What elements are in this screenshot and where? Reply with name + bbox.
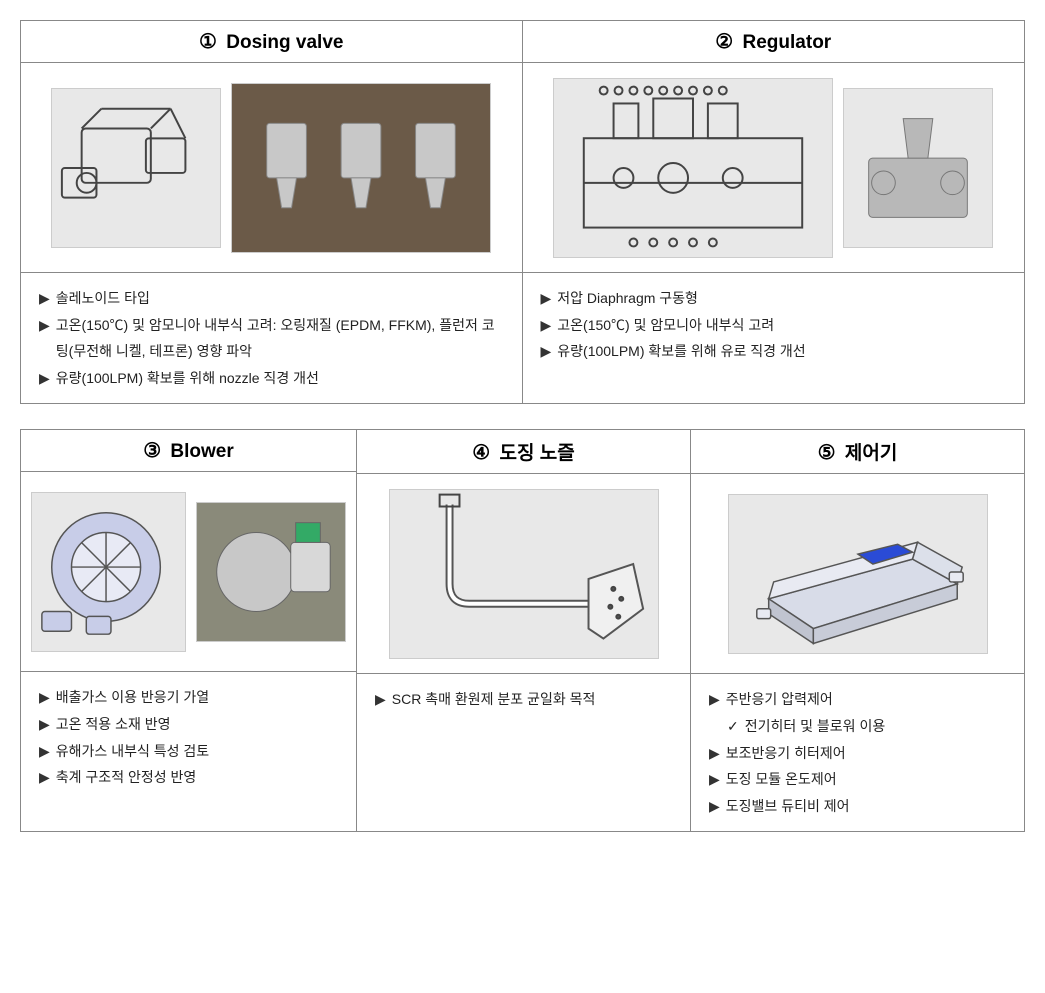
bullet-text: 축계 구조적 안정성 반영 [56,764,196,791]
bullet-text: 유해가스 내부식 특성 검토 [56,738,209,765]
bullet-text: 전기히터 및 블로워 이용 [745,713,885,740]
bullet-2-2: ▶유량(100LPM) 확보를 위해 유로 직경 개선 [541,338,1007,365]
regulator-drawing [553,78,833,258]
bullet-3-1: ▶고온 적용 소재 반영 [39,711,338,738]
bullet-text: 주반응기 압력제어 [726,686,833,713]
bullet-5-1: ✓전기히터 및 블로워 이용 [727,713,1006,740]
bullet-text: 배출가스 이용 반응기 가열 [56,684,209,711]
arrow-icon: ▶ [375,686,386,713]
bullet-text: 보조반응기 히터제어 [726,740,846,767]
arrow-icon: ▶ [541,338,552,365]
bullet-text: 유량(100LPM) 확보를 위해 유로 직경 개선 [557,338,805,365]
arrow-icon: ▶ [39,711,50,738]
blower-photo [196,502,346,642]
regulator-section-icon [554,78,832,258]
bottom-grid: ③ Blower [20,429,1025,832]
bullet-4-0: ▶SCR 촉매 환원제 분포 균일화 목적 [375,686,672,713]
title-bar-4: ④ 도징 노즐 [357,430,690,474]
bullet-1-1: ▶고온(150℃) 및 암모니아 내부식 고려: 오링재질 (EPDM, FFK… [39,312,504,365]
image-row-4 [357,474,690,674]
bullet-3-3: ▶축계 구조적 안정성 반영 [39,764,338,791]
bullet-2-0: ▶저압 Diaphragm 구동형 [541,285,1007,312]
bullet-2-1: ▶고온(150℃) 및 암모니아 내부식 고려 [541,312,1007,339]
bullet-text: 도징밸브 듀티비 제어 [726,793,850,820]
arrow-icon: ▶ [709,793,720,820]
check-icon: ✓ [727,713,739,740]
bullet-3-2: ▶유해가스 내부식 특성 검토 [39,738,338,765]
blower-photo-icon [197,502,345,642]
regulator-photo [843,88,993,248]
arrow-icon: ▶ [39,684,50,711]
bullet-text: 솔레노이드 타입 [56,285,150,312]
bullet-text: 고온(150℃) 및 암모니아 내부식 고려 [557,312,774,339]
number-4: ④ [472,440,490,465]
arrow-icon: ▶ [39,764,50,791]
bullets-3: ▶배출가스 이용 반응기 가열 ▶고온 적용 소재 반영 ▶유해가스 내부식 특… [21,672,356,802]
controller-cad-icon [729,494,987,654]
arrow-icon: ▶ [709,686,720,713]
bullets-2: ▶저압 Diaphragm 구동형 ▶고온(150℃) 및 암모니아 내부식 고… [523,273,1025,383]
arrow-icon: ▶ [709,766,720,793]
cell-blower: ③ Blower [20,429,357,832]
bullet-5-3: ▶도징 모듈 온도제어 [709,766,1006,793]
number-3: ③ [143,438,161,463]
title-bar-3: ③ Blower [21,430,356,472]
number-1: ① [199,29,217,54]
bullets-1: ▶솔레노이드 타입 ▶고온(150℃) 및 암모니아 내부식 고려: 오링재질 … [21,273,522,403]
image-row-5 [691,474,1024,674]
arrow-icon: ▶ [709,740,720,767]
valve-cad-icon [52,88,220,248]
title-5: 제어기 [845,443,897,464]
bullet-3-0: ▶배출가스 이용 반응기 가열 [39,684,338,711]
title-bar-5: ⑤ 제어기 [691,430,1024,474]
cell-dosing-nozzle: ④ 도징 노즐 ▶S [357,429,691,832]
blower-cad-icon [32,492,185,652]
controller-cad-image [728,494,988,654]
top-grid: ① Dosing valve [20,20,1025,404]
image-row-2 [523,63,1025,273]
arrow-icon: ▶ [541,312,552,339]
number-2: ② [715,29,733,54]
dosing-valve-cad-image [51,88,221,248]
arrow-icon: ▶ [39,285,50,312]
bullets-5: ▶주반응기 압력제어 ✓전기히터 및 블로워 이용 ▶보조반응기 히터제어 ▶도… [691,674,1024,831]
title-4: 도징 노즐 [500,443,575,464]
bullet-text: 고온 적용 소재 반영 [56,711,171,738]
arrow-icon: ▶ [39,738,50,765]
cell-regulator: ② Regulator [523,20,1026,404]
image-row-3 [21,472,356,672]
bullet-5-0: ▶주반응기 압력제어 [709,686,1006,713]
nozzle-drawing-icon [390,489,658,659]
title-3: Blower [170,441,233,462]
blower-cad-image [31,492,186,652]
cell-controller: ⑤ 제어기 ▶주반응 [691,429,1025,832]
bullet-text: 저압 Diaphragm 구동형 [557,285,698,312]
title-bar-2: ② Regulator [523,21,1025,63]
regulator-photo-icon [844,88,992,248]
bullet-1-0: ▶솔레노이드 타입 [39,285,504,312]
valves-photo-icon [232,83,490,253]
bullet-text: SCR 촉매 환원제 분포 균일화 목적 [392,686,596,713]
bullet-text: 유량(100LPM) 확보를 위해 nozzle 직경 개선 [56,365,319,392]
title-bar-1: ① Dosing valve [21,21,522,63]
bullets-4: ▶SCR 촉매 환원제 분포 균일화 목적 [357,674,690,784]
arrow-icon: ▶ [39,365,50,392]
cell-dosing-valve: ① Dosing valve [20,20,523,404]
bullet-text: 도징 모듈 온도제어 [726,766,837,793]
title-2: Regulator [743,32,832,53]
title-1: Dosing valve [226,32,343,53]
bullet-5-4: ▶도징밸브 듀티비 제어 [709,793,1006,820]
number-5: ⑤ [818,440,836,465]
nozzle-drawing [389,489,659,659]
arrow-icon: ▶ [541,285,552,312]
dosing-valve-photo [231,83,491,253]
image-row-1 [21,63,522,273]
bullet-text: 고온(150℃) 및 암모니아 내부식 고려: 오링재질 (EPDM, FFKM… [56,312,504,365]
arrow-icon: ▶ [39,312,50,339]
bullet-1-2: ▶유량(100LPM) 확보를 위해 nozzle 직경 개선 [39,365,504,392]
bullet-5-2: ▶보조반응기 히터제어 [709,740,1006,767]
